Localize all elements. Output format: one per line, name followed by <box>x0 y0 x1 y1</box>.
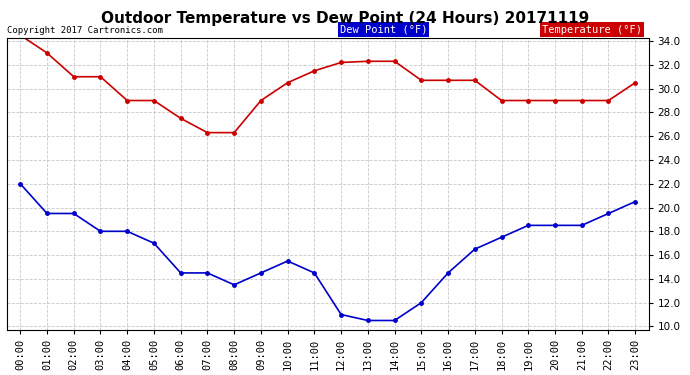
Text: Outdoor Temperature vs Dew Point (24 Hours) 20171119: Outdoor Temperature vs Dew Point (24 Hou… <box>101 11 589 26</box>
Text: Dew Point (°F): Dew Point (°F) <box>339 25 427 34</box>
Text: Copyright 2017 Cartronics.com: Copyright 2017 Cartronics.com <box>7 26 163 34</box>
Text: Temperature (°F): Temperature (°F) <box>542 25 642 34</box>
